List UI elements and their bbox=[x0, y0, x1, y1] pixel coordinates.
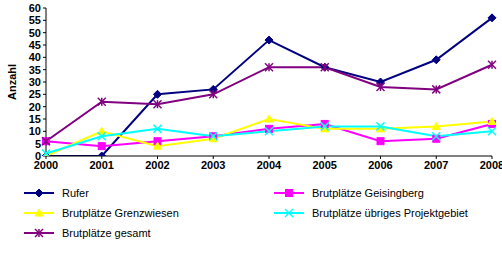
svg-text:2003: 2003 bbox=[201, 159, 225, 171]
svg-text:40: 40 bbox=[29, 51, 41, 63]
svg-text:20: 20 bbox=[29, 101, 41, 113]
svg-text:2007: 2007 bbox=[424, 159, 448, 171]
html-text:Brutplätze Geisingberg: Brutplätze Geisingberg bbox=[312, 187, 424, 199]
svg-text:2005: 2005 bbox=[313, 159, 337, 171]
svg-text:2000: 2000 bbox=[33, 158, 59, 171]
svg-text:10: 10 bbox=[29, 125, 41, 137]
svg-text:30: 30 bbox=[29, 76, 41, 88]
svg-text:Anzahl: Anzahl bbox=[8, 64, 18, 100]
html-text:Brutplätze übriges Projektgebi: Brutplätze übriges Projektgebiet bbox=[312, 207, 468, 219]
svg-text:2002: 2002 bbox=[145, 159, 169, 171]
svg-text:25: 25 bbox=[29, 88, 41, 100]
svg-text:2006: 2006 bbox=[368, 159, 392, 171]
html-text:Brutplätze Grenzwiesen: Brutplätze Grenzwiesen bbox=[62, 207, 179, 219]
svg-text:5: 5 bbox=[35, 138, 41, 150]
svg-text:45: 45 bbox=[29, 39, 41, 51]
svg-text:0: 0 bbox=[35, 150, 41, 162]
svg-text:60: 60 bbox=[29, 2, 41, 14]
html-text:Rufer: Rufer bbox=[62, 187, 89, 199]
svg-text:50: 50 bbox=[29, 27, 41, 39]
svg-text:55: 55 bbox=[29, 14, 41, 26]
svg-text:2008: 2008 bbox=[480, 159, 494, 171]
svg-text:2004: 2004 bbox=[257, 159, 282, 171]
svg-text:15: 15 bbox=[29, 113, 41, 125]
svg-text:2001: 2001 bbox=[90, 159, 114, 171]
html-text:Brutplätze gesamt: Brutplätze gesamt bbox=[62, 227, 151, 239]
svg-text:35: 35 bbox=[29, 64, 41, 76]
